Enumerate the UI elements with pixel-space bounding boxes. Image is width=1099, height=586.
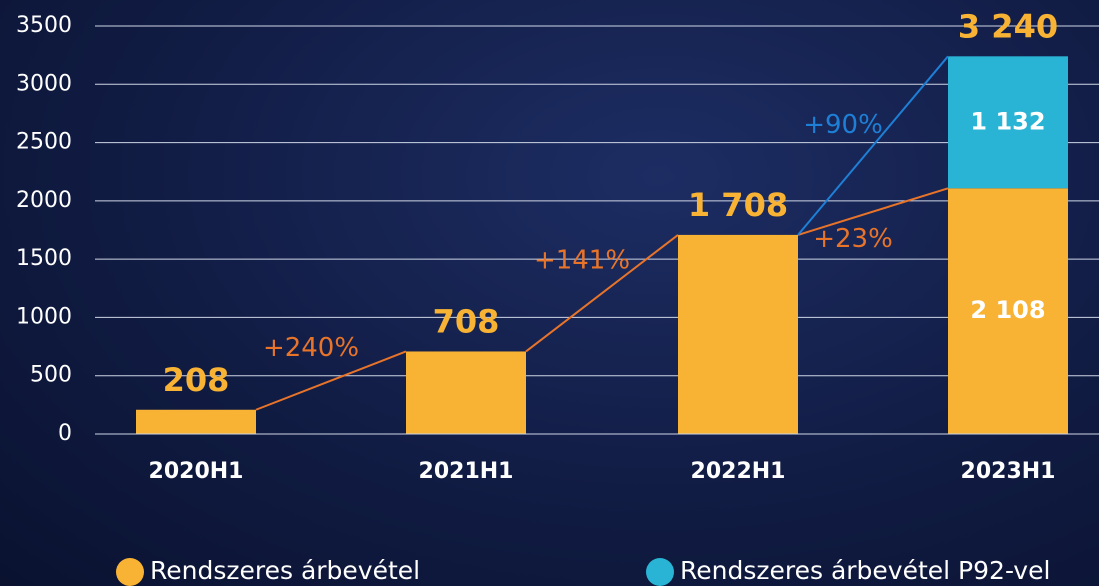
value-label: 708 [433, 302, 500, 340]
x-tick-label: 2020H1 [149, 459, 244, 484]
legend-swatch [116, 558, 144, 586]
y-tick-label: 3000 [16, 71, 72, 96]
value-label: 1 132 [970, 107, 1045, 135]
bar-segment [948, 188, 1068, 434]
y-tick-label: 500 [30, 363, 72, 388]
bar-segment [136, 409, 256, 434]
growth-label: +23% [813, 224, 893, 254]
value-label: 208 [163, 361, 230, 399]
legend-label: Rendszeres árbevétel [150, 556, 420, 585]
growth-label: +141% [534, 246, 630, 276]
y-tick-label: 3500 [16, 13, 72, 38]
y-tick-label: 0 [58, 421, 72, 446]
bar-segment [406, 351, 526, 434]
value-label: 2 108 [970, 296, 1045, 324]
growth-label: +240% [263, 333, 359, 363]
y-tick-label: 1000 [16, 304, 72, 329]
value-label: 1 708 [688, 186, 788, 224]
y-tick-label: 2500 [16, 130, 72, 155]
total-label: 3 240 [958, 7, 1058, 45]
bar-segment [678, 234, 798, 434]
y-tick-label: 1500 [16, 246, 72, 271]
x-tick-label: 2022H1 [691, 459, 786, 484]
growth-line [255, 350, 407, 411]
legend-label: Rendszeres árbevétel P92-vel [680, 556, 1050, 585]
growth-line [525, 234, 679, 353]
x-tick-label: 2021H1 [419, 459, 514, 484]
growth-total-label: +90% [803, 110, 883, 140]
bar-segment [948, 56, 1068, 189]
y-tick-label: 2000 [16, 188, 72, 213]
growth-line [797, 187, 949, 236]
x-tick-label: 2023H1 [961, 459, 1056, 484]
growth-total-line [797, 55, 949, 236]
legend-swatch [646, 558, 674, 586]
